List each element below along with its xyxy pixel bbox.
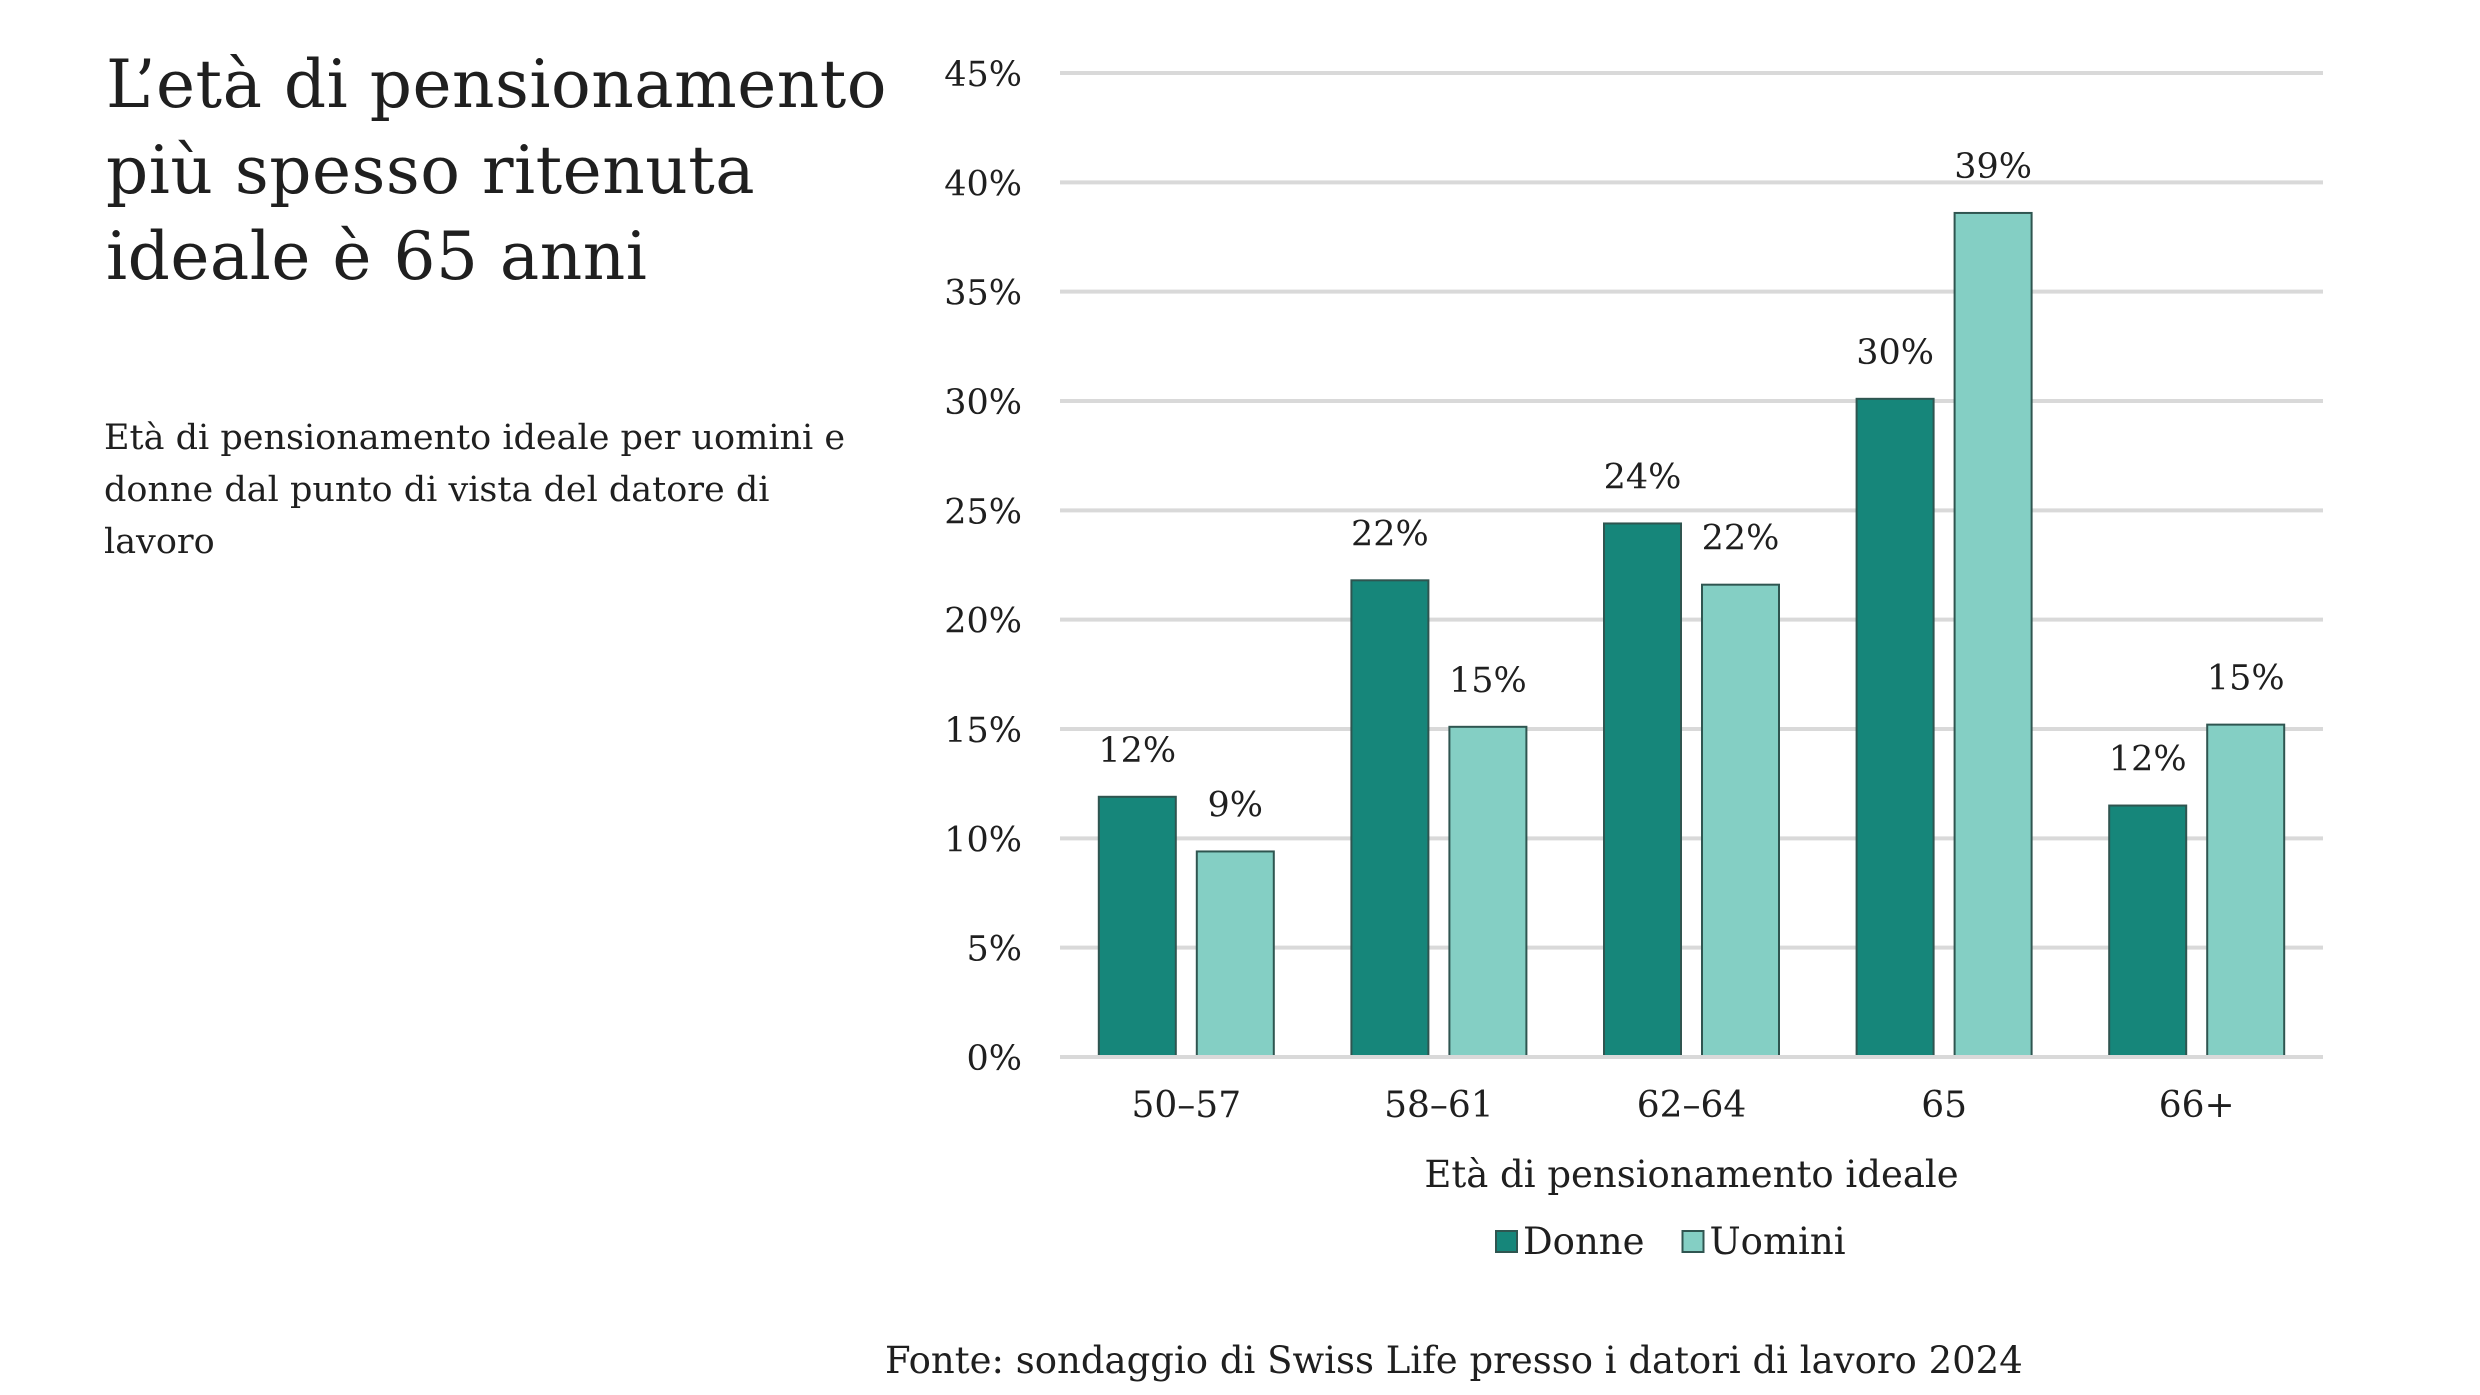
x-axis-tick-labels: 50–57 58–61 62–64 65 66+ <box>1131 1085 2234 1126</box>
chart-subtitle-line-2: donne dal punto di vista del datore di l… <box>104 470 770 562</box>
data-labels: 12% 9% 22% 15% 24% 22% 30% 39% 12% 15% <box>1098 147 2284 826</box>
legend-label-uomini: Uomini <box>1710 1220 1846 1263</box>
data-label: 30% <box>1856 333 1934 373</box>
bar-uomini <box>1953 211 2033 1059</box>
bar-groups <box>1097 211 2286 1059</box>
x-axis-title: Età di pensionamento ideale <box>1424 1153 1958 1196</box>
y-tick-label: 10% <box>944 820 1022 860</box>
legend: Donne Uomini <box>1495 1220 1846 1263</box>
x-tick-label: 62–64 <box>1637 1085 1747 1126</box>
y-tick-label: 5% <box>966 930 1022 970</box>
bar-donne <box>1603 522 1682 1058</box>
y-tick-label: 30% <box>944 383 1022 423</box>
data-label: 15% <box>2207 659 2285 699</box>
bar-uomini <box>1195 850 1275 1058</box>
data-label: 12% <box>2109 740 2187 780</box>
legend-label-donne: Donne <box>1523 1220 1645 1263</box>
data-label: 15% <box>1449 661 1527 701</box>
data-label: 22% <box>1351 514 1429 554</box>
y-tick-label: 20% <box>944 602 1022 642</box>
y-tick-label: 0% <box>966 1039 1022 1079</box>
source-note: Fonte: sondaggio di Swiss Life presso i … <box>885 1339 2023 1382</box>
bar-donne <box>2108 804 2188 1058</box>
x-tick-label: 58–61 <box>1384 1085 1494 1126</box>
bar-uomini <box>2206 723 2286 1058</box>
bar-uomini <box>1701 583 1780 1058</box>
chart-title-line-2: più spesso ritenuta <box>106 132 756 209</box>
data-label: 39% <box>1954 147 2032 187</box>
chart-title-line-3: ideale è 65 anni <box>106 218 648 295</box>
y-tick-label: 35% <box>944 274 1022 314</box>
bar-donne <box>1855 397 1935 1058</box>
chart-subtitle-line-1: Età di pensionamento ideale per uomini e <box>104 418 846 458</box>
data-label: 9% <box>1208 785 1264 825</box>
bar-donne <box>1350 579 1430 1058</box>
bar-donne <box>1097 795 1177 1059</box>
y-tick-label: 15% <box>944 711 1022 751</box>
legend-swatch-uomini <box>1681 1230 1705 1253</box>
chart-title: L’età di pensionamento più spesso ritenu… <box>106 42 926 300</box>
y-axis-tick-labels: 0% 5% 10% 15% 20% 25% 30% 35% 40% 45% <box>944 55 1022 1079</box>
y-tick-label: 45% <box>944 55 1022 95</box>
legend-swatch-donne <box>1495 1230 1518 1253</box>
data-label: 24% <box>1604 457 1682 497</box>
chart-title-line-1: L’età di pensionamento <box>106 46 888 123</box>
x-tick-label: 50–57 <box>1131 1085 1241 1126</box>
chart-subtitle: Età di pensionamento ideale per uomini e… <box>104 412 884 568</box>
x-tick-label: 65 <box>1921 1085 1967 1126</box>
x-tick-label: 66+ <box>2159 1085 2235 1126</box>
y-tick-label: 25% <box>944 492 1022 532</box>
bar-uomini <box>1448 725 1528 1059</box>
y-tick-label: 40% <box>944 164 1022 204</box>
data-label: 12% <box>1098 731 1176 771</box>
data-label: 22% <box>1702 519 1780 559</box>
